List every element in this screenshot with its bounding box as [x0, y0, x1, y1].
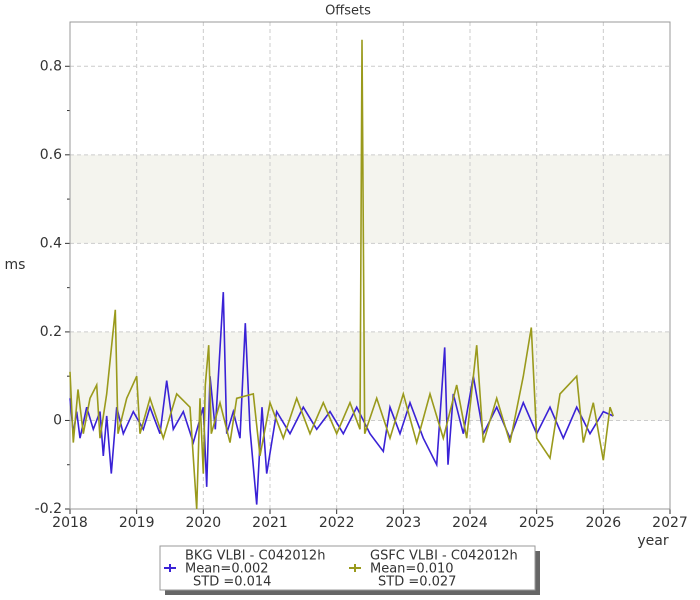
legend-mean: Mean=0.010 [370, 562, 454, 577]
chart-title: Offsets [325, 4, 371, 19]
y-tick-label: 0.2 [40, 324, 62, 340]
legend-box [159, 545, 536, 591]
x-tick-label: 2027 [652, 515, 688, 531]
legend-label: GSFC VLBI - C042012h [370, 549, 518, 564]
x-axis-label: year [637, 533, 668, 549]
x-tick-label: 2025 [519, 515, 555, 531]
legend-label: BKG VLBI - C042012h [185, 549, 325, 564]
y-tick-label: 0.4 [40, 235, 62, 251]
x-tick-label: 2026 [586, 515, 622, 531]
x-tick-label: 2024 [452, 515, 488, 531]
y-tick-label: 0.8 [40, 58, 62, 74]
band [70, 154, 670, 244]
x-tick-label: 2023 [386, 515, 422, 531]
legend-mean: Mean=0.002 [185, 562, 269, 577]
x-tick-label: 2021 [252, 515, 288, 531]
series-line [69, 39, 615, 510]
series-line [69, 292, 614, 505]
x-tick-label: 2022 [319, 515, 355, 531]
x-tick-label: 2019 [119, 515, 155, 531]
legend-std: STD =0.027 [378, 575, 456, 590]
plot-frame [69, 21, 671, 510]
y-axis-label: ms [5, 257, 26, 273]
x-tick-label: 2020 [186, 515, 222, 531]
y-tick-label: 0 [53, 412, 62, 428]
x-tick-label: 2018 [52, 515, 88, 531]
legend-std: STD =0.014 [193, 575, 271, 590]
y-tick-label: -0.2 [35, 501, 62, 517]
y-tick-label: 0.6 [40, 147, 62, 163]
